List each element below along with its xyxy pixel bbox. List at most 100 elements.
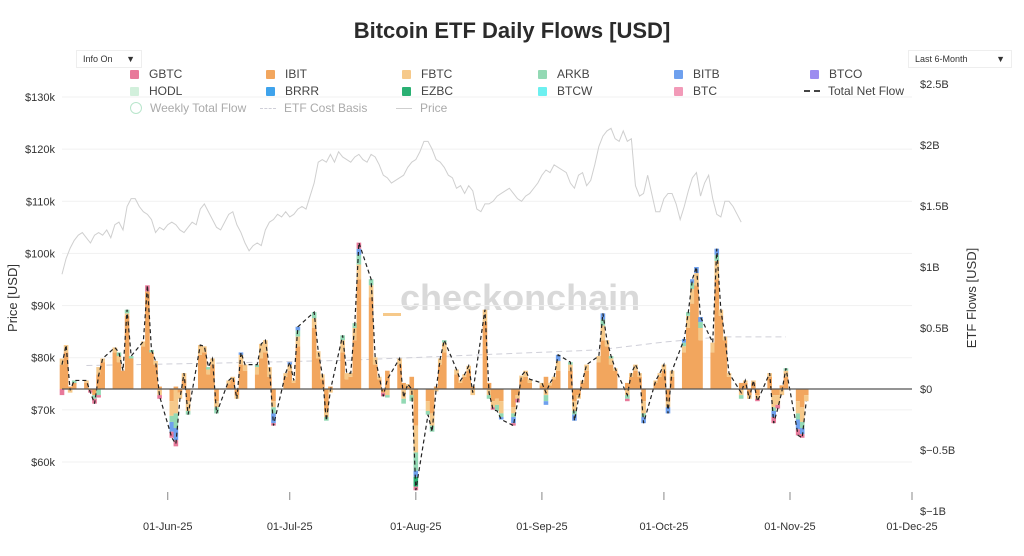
flow-bar-ibit	[604, 346, 610, 389]
flow-bar-bitb	[169, 421, 175, 432]
price-line	[61, 127, 742, 275]
legend-swatch	[266, 86, 275, 96]
flow-bar-ibit	[84, 382, 89, 389]
flow-bar-ibit	[718, 315, 724, 389]
flow-bar-fbtc	[385, 389, 390, 396]
legend-item-arkb[interactable]: ARKB	[538, 67, 590, 81]
right-tick-label: $2.5B	[920, 79, 949, 91]
flow-bar-fbtc	[608, 358, 614, 365]
legend-swatch	[674, 69, 683, 79]
range-selector-dropdown[interactable]: Last 6-Month ▼	[908, 50, 1012, 68]
flow-bar-arkb	[698, 321, 703, 328]
flow-bar-ibit	[539, 385, 545, 389]
flow-bar-arkb	[271, 407, 276, 414]
legend-label: Price	[420, 101, 448, 115]
legend-label: BTCW	[557, 84, 593, 98]
flow-bar-fbtc	[242, 364, 248, 371]
flow-bar-gbtc	[96, 395, 101, 398]
legend-item-hodl[interactable]: HODL	[130, 84, 182, 98]
legend-label: HODL	[149, 84, 183, 98]
flow-bar-ibit	[254, 374, 260, 389]
legend-swatch	[130, 86, 139, 96]
flow-bar-ibit	[177, 389, 183, 393]
flow-bar-fbtc	[267, 367, 272, 377]
flow-bar-fbtc	[694, 273, 699, 286]
legend-item-weekly-total-flow[interactable]: Weekly Total Flow	[130, 101, 246, 115]
flow-bar-ibit	[202, 352, 207, 389]
circle-icon	[130, 102, 142, 114]
x-tick-label: 01-Sep-25	[516, 521, 567, 533]
flow-bar-ibit	[258, 358, 264, 389]
flow-bar-fbtc	[686, 315, 691, 328]
flow-bar-ibit	[315, 358, 321, 389]
flow-bar-ibit	[641, 389, 646, 402]
info-toggle-dropdown[interactable]: Info On ▼	[76, 50, 142, 68]
flow-bar-arkb	[543, 395, 549, 402]
legend-item-total-net-flow[interactable]: Total Net Flow	[804, 84, 904, 98]
dashed-line-icon	[804, 90, 820, 92]
legend-item-ezbc[interactable]: EZBC	[402, 84, 453, 98]
flow-bar-fbtc	[661, 364, 667, 371]
legend-item-gbtc[interactable]: GBTC	[130, 67, 182, 81]
flow-bar-arkb	[368, 279, 374, 286]
flow-bar-ibit	[385, 370, 390, 389]
flow-bar-ibit	[149, 352, 154, 389]
flow-bar-fbtc	[669, 370, 675, 377]
flow-bar-fbtc	[238, 354, 244, 365]
flow-bar-fbtc	[511, 407, 516, 414]
flow-bar-ibit	[568, 370, 573, 389]
flow-bar-bitb	[543, 401, 549, 405]
flow-bar-ibit	[466, 370, 471, 389]
flow-bar-ibit	[372, 364, 378, 389]
legend-swatch	[266, 69, 275, 79]
flow-bar-arkb	[795, 413, 801, 420]
legend-item-bitb[interactable]: BITB	[674, 67, 720, 81]
flow-bar-fbtc	[429, 413, 435, 426]
legend-item-ibit[interactable]: IBIT	[266, 67, 307, 81]
flow-bar-fbtc	[397, 358, 402, 365]
flow-bar-ibit	[409, 376, 415, 389]
legend-item-btc[interactable]: BTC	[674, 84, 717, 98]
flow-bar-bitb	[173, 428, 179, 441]
flow-bar-fbtc	[226, 380, 232, 385]
legend-item-brrr[interactable]: BRRR	[266, 84, 319, 98]
legend-swatch	[402, 86, 411, 96]
flow-bar-ibit	[576, 389, 581, 396]
flow-bar-arkb	[413, 452, 419, 471]
flow-bar-ibit	[738, 382, 744, 389]
flow-bar-arkb	[401, 398, 406, 404]
flow-bar-fbtc	[653, 380, 659, 383]
legend-item-btcw[interactable]: BTCW	[538, 84, 592, 98]
flow-bar-fbtc	[466, 365, 471, 371]
legend-label: Weekly Total Flow	[150, 101, 247, 115]
legend-item-etf-cost-basis[interactable]: ETF Cost Basis	[260, 101, 367, 115]
flow-bar-fbtc	[433, 389, 439, 392]
flow-bar-ibit	[775, 389, 781, 396]
flow-bar-arkb	[681, 342, 687, 347]
flow-bar-fbtc	[462, 374, 467, 377]
flow-bar-fbtc	[311, 318, 317, 328]
x-tick-label: 01-Jul-25	[267, 521, 313, 533]
flow-bar-arkb	[356, 254, 362, 265]
flow-bar-ibit	[96, 374, 101, 389]
legend-swatch	[402, 69, 411, 79]
flow-bar-ibit	[344, 379, 349, 389]
flow-bar-ibit	[722, 340, 728, 389]
flow-bar-arkb	[498, 413, 504, 418]
flow-bar-ibit	[755, 389, 760, 396]
flow-bar-fbtc	[210, 358, 215, 365]
flow-bar-fbtc	[600, 325, 606, 341]
flow-bar-ibit	[572, 389, 577, 402]
legend-item-fbtc[interactable]: FBTC	[402, 67, 452, 81]
legend-item-price[interactable]: Price	[396, 101, 447, 115]
flow-bar-fbtc	[799, 407, 805, 422]
flow-bar-ibit	[726, 376, 732, 389]
flow-bar-fbtc	[519, 375, 524, 380]
flow-bar-ibit	[547, 385, 553, 389]
flow-bar-fbtc	[523, 370, 528, 377]
flow-bar-ibit	[637, 376, 642, 389]
flow-bar-fbtc	[84, 380, 89, 383]
flow-bar-ibit	[629, 376, 634, 389]
legend-item-btco[interactable]: BTCO	[810, 67, 862, 81]
